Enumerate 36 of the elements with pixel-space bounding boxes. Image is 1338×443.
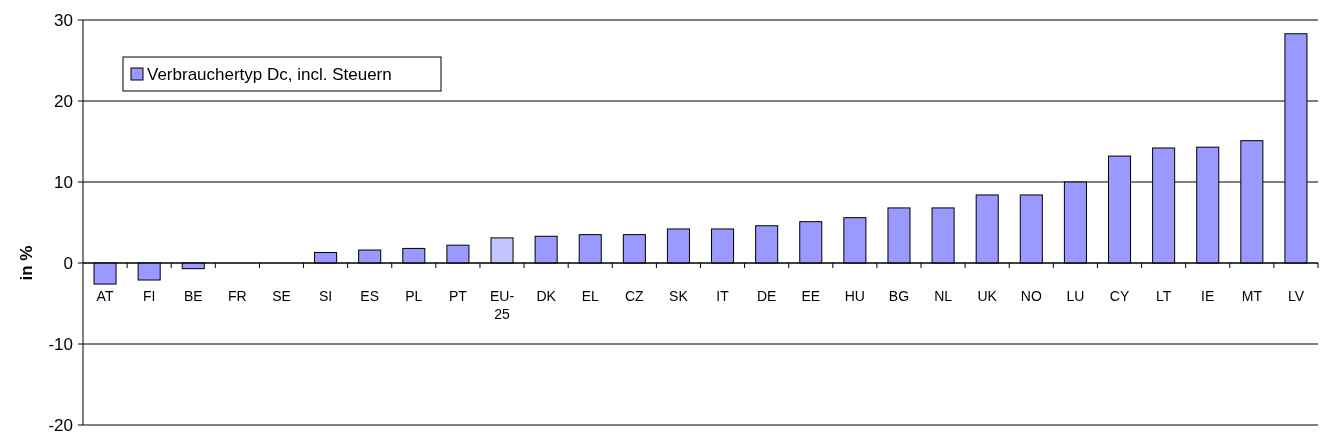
x-tick-label: CY (1109, 288, 1130, 304)
x-tick-label: EU-25 (489, 288, 515, 322)
y-tick-label: 0 (63, 253, 73, 273)
x-tick-label: EL (581, 288, 600, 304)
x-tick-label: HU (844, 288, 865, 304)
x-tick-label: IE (1201, 288, 1215, 304)
x-tick-label: SE (272, 288, 291, 304)
x-tick-label: EE (801, 288, 821, 304)
x-tick-label: ES (360, 288, 380, 304)
x-tick-label: UK (977, 288, 998, 304)
x-tick-label: NL (934, 288, 953, 304)
y-tick-label: 30 (54, 10, 73, 30)
x-tick-label: DE (756, 288, 777, 304)
legend-label: Verbrauchertyp Dc, incl. Steuern (147, 64, 392, 84)
x-tick-label: FR (228, 288, 247, 304)
x-tick-label: BG (888, 288, 910, 304)
y-tick-label: -10 (48, 334, 73, 354)
x-tick-label: SK (669, 288, 689, 304)
x-tick-label: CZ (625, 288, 645, 304)
y-axis-title: in % (17, 245, 36, 281)
x-tick-label: MT (1241, 288, 1263, 304)
x-tick-label: FI (142, 288, 156, 304)
y-tick-label: -20 (48, 415, 73, 435)
x-tick-label: LU (1066, 288, 1085, 304)
x-tick-label: NO (1020, 288, 1042, 304)
x-tick-label: LT (1155, 288, 1172, 304)
x-tick-label: DK (536, 288, 557, 304)
x-tick-label: SI (318, 288, 333, 304)
x-tick-label: IT (716, 288, 730, 304)
x-tick-label: PT (448, 288, 468, 304)
x-tick-label: AT (96, 288, 114, 304)
y-tick-label: 10 (54, 172, 73, 192)
x-tick-label: BE (183, 288, 203, 304)
x-tick-label: LV (1287, 288, 1305, 304)
y-tick-label: 20 (54, 91, 73, 111)
x-tick-label: PL (405, 288, 423, 304)
